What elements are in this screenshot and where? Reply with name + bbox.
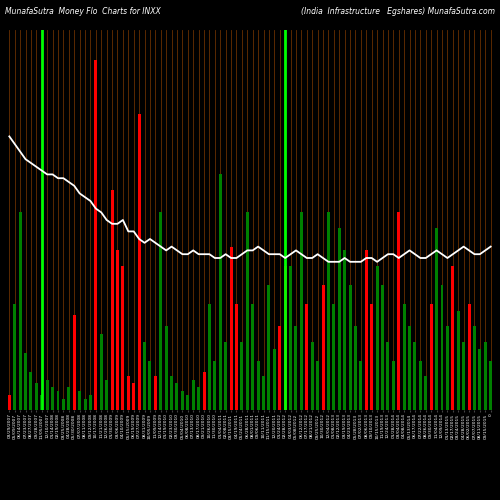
Bar — [289, 266, 292, 410]
Bar — [240, 342, 244, 410]
Bar — [197, 387, 200, 410]
Bar — [164, 326, 168, 410]
Bar — [435, 228, 438, 410]
Bar — [278, 326, 281, 410]
Bar — [338, 228, 340, 410]
Bar — [94, 60, 98, 410]
Bar — [84, 398, 86, 410]
Bar — [397, 212, 400, 410]
Bar — [56, 391, 59, 410]
Bar — [160, 212, 162, 410]
Bar — [440, 284, 444, 410]
Bar — [430, 304, 432, 410]
Bar — [62, 398, 65, 410]
Bar — [273, 349, 276, 410]
Bar — [268, 284, 270, 410]
Bar — [13, 304, 16, 410]
Bar — [219, 174, 222, 410]
Bar — [370, 304, 373, 410]
Bar — [473, 326, 476, 410]
Bar — [256, 360, 260, 410]
Bar — [148, 360, 152, 410]
Bar — [386, 342, 390, 410]
Bar — [310, 342, 314, 410]
Bar — [214, 360, 216, 410]
Bar — [110, 190, 114, 410]
Bar — [78, 391, 81, 410]
Bar — [143, 342, 146, 410]
Bar — [138, 114, 140, 410]
Bar — [72, 315, 76, 410]
Bar — [354, 326, 357, 410]
Bar — [462, 342, 465, 410]
Bar — [392, 360, 395, 410]
Bar — [224, 342, 227, 410]
Bar — [208, 304, 211, 410]
Bar — [343, 250, 346, 410]
Bar — [192, 380, 194, 410]
Bar — [35, 384, 38, 410]
Bar — [414, 342, 416, 410]
Bar — [348, 284, 352, 410]
Bar — [89, 395, 92, 410]
Bar — [154, 376, 157, 410]
Bar — [322, 284, 324, 410]
Bar — [402, 304, 406, 410]
Bar — [332, 304, 336, 410]
Bar — [8, 395, 11, 410]
Bar — [68, 387, 70, 410]
Bar — [24, 353, 27, 410]
Bar — [132, 384, 135, 410]
Bar — [18, 212, 22, 410]
Bar — [202, 372, 205, 410]
Bar — [294, 326, 298, 410]
Bar — [246, 212, 249, 410]
Bar — [46, 380, 48, 410]
Text: (India  Infrastructure   Egshares) MunafaSutra.com: (India Infrastructure Egshares) MunafaSu… — [301, 8, 495, 16]
Bar — [484, 342, 487, 410]
Bar — [284, 266, 286, 410]
Bar — [235, 304, 238, 410]
Bar — [424, 376, 428, 410]
Bar — [327, 212, 330, 410]
Bar — [100, 334, 103, 410]
Bar — [478, 349, 482, 410]
Bar — [360, 360, 362, 410]
Bar — [300, 212, 303, 410]
Bar — [489, 360, 492, 410]
Bar — [381, 284, 384, 410]
Bar — [30, 372, 32, 410]
Bar — [176, 384, 178, 410]
Bar — [105, 380, 108, 410]
Bar — [116, 250, 119, 410]
Bar — [186, 395, 190, 410]
Bar — [51, 387, 54, 410]
Bar — [468, 304, 470, 410]
Bar — [376, 266, 378, 410]
Bar — [251, 304, 254, 410]
Bar — [456, 311, 460, 410]
Bar — [40, 395, 43, 410]
Bar — [127, 376, 130, 410]
Bar — [230, 246, 232, 410]
Bar — [122, 266, 124, 410]
Bar — [170, 376, 173, 410]
Bar — [181, 391, 184, 410]
Text: MunafaSutra  Money Flo  Charts for INXX: MunafaSutra Money Flo Charts for INXX — [5, 8, 161, 16]
Bar — [262, 376, 265, 410]
Bar — [419, 360, 422, 410]
Bar — [306, 304, 308, 410]
Bar — [365, 250, 368, 410]
Bar — [446, 326, 449, 410]
Bar — [316, 360, 319, 410]
Bar — [408, 326, 411, 410]
Bar — [452, 266, 454, 410]
